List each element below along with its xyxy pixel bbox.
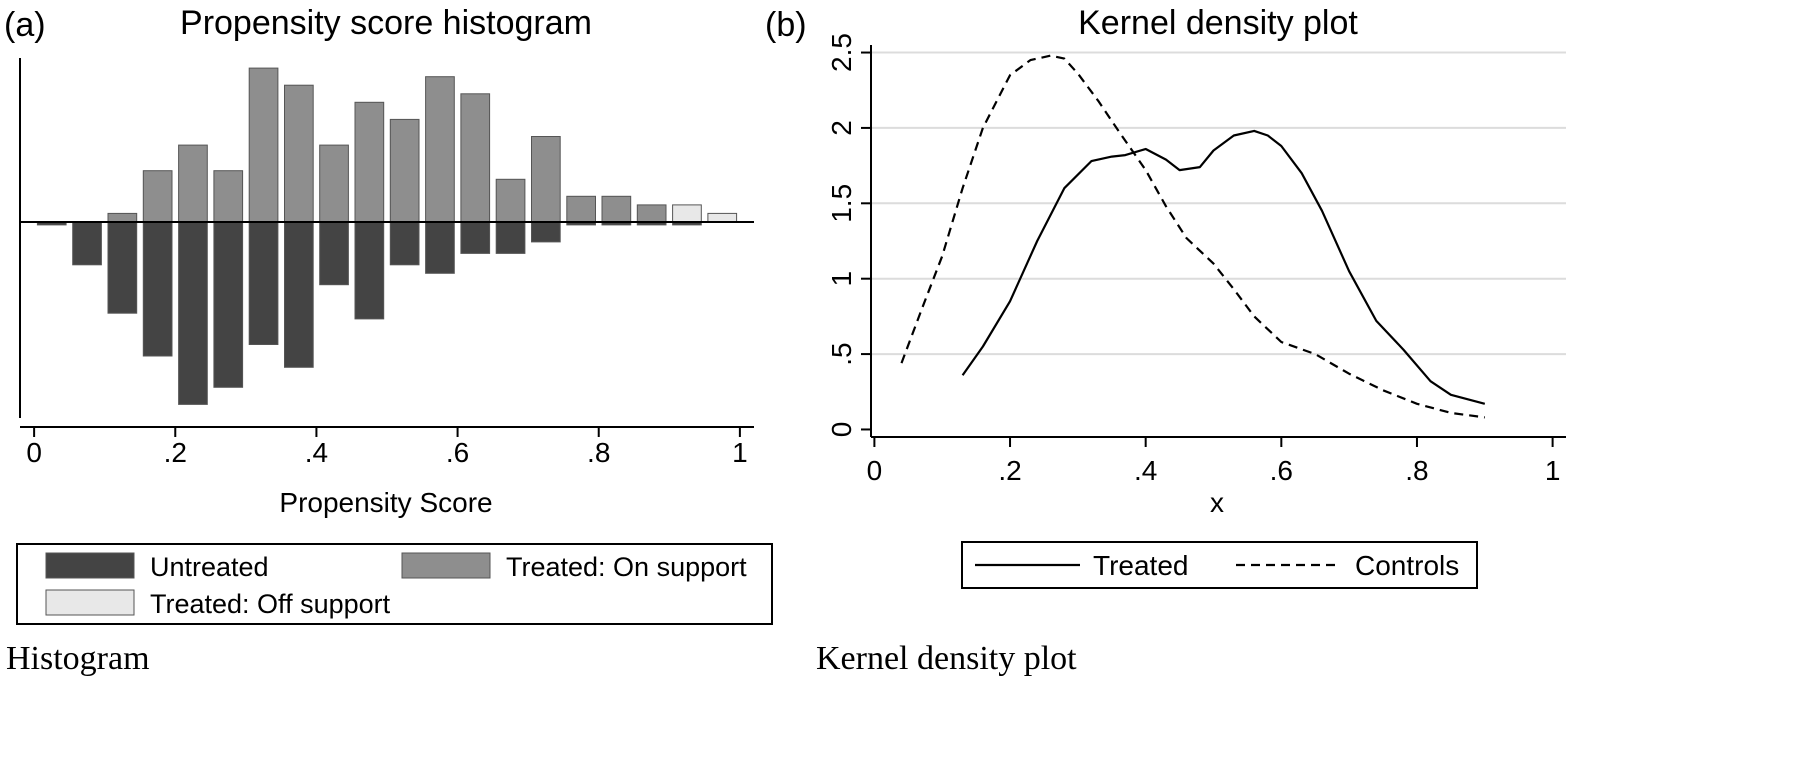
density-line-controls (900, 54, 1485, 419)
bar-treated-on-support-8 (319, 144, 349, 223)
bar-treated-on-support-12 (460, 93, 491, 223)
bar-treated-on-support-10 (389, 118, 420, 223)
histogram-x-tick-label: .2 (164, 437, 187, 468)
histogram-axes (19, 58, 754, 428)
histogram-panel: (a) Propensity score histogram 0 .2 .4 .6 .8… (4, 4, 773, 625)
density-y-tick-label: 2 (826, 120, 857, 136)
bar-untreated-8 (319, 221, 349, 286)
legend-label-treated-on-support: Treated: On support (506, 552, 747, 582)
density-x-tick-label: 0 (867, 455, 883, 486)
bar-treated-on-support-3 (142, 170, 173, 223)
bar-treated-on-support-5 (213, 170, 244, 223)
legend-swatch-untreated (45, 552, 135, 579)
density-x-tick-label: 1 (1545, 455, 1561, 486)
density-y-tick-label: 1 (826, 271, 857, 287)
bar-treated-on-support-2 (107, 212, 138, 223)
density-y-tick-label: 1.5 (826, 184, 857, 223)
bar-untreated-5 (213, 221, 244, 388)
density-x-ticks: 0 .2 .4 .6 .8 1 (867, 437, 1561, 486)
density-y-tick-label: 0 (826, 422, 857, 438)
bar-untreated-2 (107, 221, 138, 314)
legend-label-treated: Treated (1093, 550, 1188, 581)
density-title: Kernel density plot (1078, 4, 1358, 42)
histogram-x-tick-label: .4 (305, 437, 328, 468)
density-x-tick-label: .8 (1405, 455, 1428, 486)
density-x-tick-label: .2 (998, 455, 1021, 486)
bar-treated-on-support-16 (601, 195, 632, 223)
panel-label-b: (b) (765, 6, 807, 44)
density-axes (870, 45, 1566, 438)
bar-untreated-9 (354, 221, 385, 320)
legend-swatch-treated-on-support (401, 552, 491, 579)
bar-untreated-13 (495, 221, 526, 254)
legend-label-controls: Controls (1355, 550, 1459, 581)
bar-untreated-14 (531, 221, 561, 243)
bar-untreated-3 (142, 221, 173, 357)
bar-untreated-1 (72, 221, 102, 266)
bar-treated-on-support-17 (636, 204, 667, 223)
bar-treated-on-support-6 (248, 67, 279, 223)
legend-swatch-treated-off-support (45, 589, 135, 616)
histogram-bars (36, 67, 738, 405)
bar-treated-on-support-4 (178, 144, 208, 223)
bar-treated-on-support-9 (354, 101, 385, 223)
bar-untreated-7 (284, 221, 314, 368)
histogram-x-tick-label: .6 (446, 437, 469, 468)
density-line-treated (961, 129, 1486, 405)
density-x-axis-label: x (1210, 487, 1224, 518)
density-panel: (b) Kernel density plot 0 .2 .4 .6 .8 1 0 .5 1 1… (765, 4, 1566, 589)
panel-label-a: (a) (4, 6, 46, 44)
bar-treated-on-support-11 (425, 76, 455, 223)
bar-treated-off-support-19 (707, 212, 738, 223)
histogram-x-tick-label: 1 (732, 437, 748, 468)
bar-treated-on-support-15 (566, 195, 596, 223)
bar-untreated-10 (389, 221, 420, 266)
bar-treated-off-support-18 (672, 204, 702, 223)
histogram-legend: Untreated Treated: On support Treated: Off… (16, 543, 773, 625)
density-y-tick-label: 2.5 (826, 33, 857, 72)
histogram-title: Propensity score histogram (180, 4, 592, 42)
histogram-x-ticks: 0 .2 .4 .6 .8 1 (26, 427, 748, 468)
density-gridlines (871, 51, 1566, 356)
bar-untreated-12 (460, 221, 491, 254)
density-lines (900, 54, 1486, 419)
bar-untreated-11 (425, 221, 455, 274)
histogram-x-tick-label: 0 (26, 437, 42, 468)
histogram-x-axis-label: Propensity Score (279, 487, 492, 518)
caption-kernel-density: Kernel density plot (816, 640, 1077, 677)
density-x-tick-label: .4 (1134, 455, 1157, 486)
bar-treated-on-support-7 (284, 84, 314, 223)
density-y-tick-label: .5 (826, 342, 857, 365)
bar-treated-on-support-13 (495, 178, 526, 223)
histogram-legend-box (16, 543, 773, 625)
density-legend: Treated Controls (961, 541, 1478, 589)
density-x-tick-label: .6 (1270, 455, 1293, 486)
histogram-x-tick-label: .8 (587, 437, 610, 468)
bar-treated-on-support-14 (531, 136, 561, 223)
caption-histogram: Histogram (6, 640, 150, 677)
legend-label-untreated: Untreated (150, 552, 269, 582)
legend-label-treated-off-support: Treated: Off support (150, 589, 391, 619)
bar-untreated-6 (248, 221, 279, 345)
bar-untreated-4 (178, 221, 208, 405)
density-y-ticks: 0 .5 1 1.5 2 2.5 (826, 33, 871, 437)
